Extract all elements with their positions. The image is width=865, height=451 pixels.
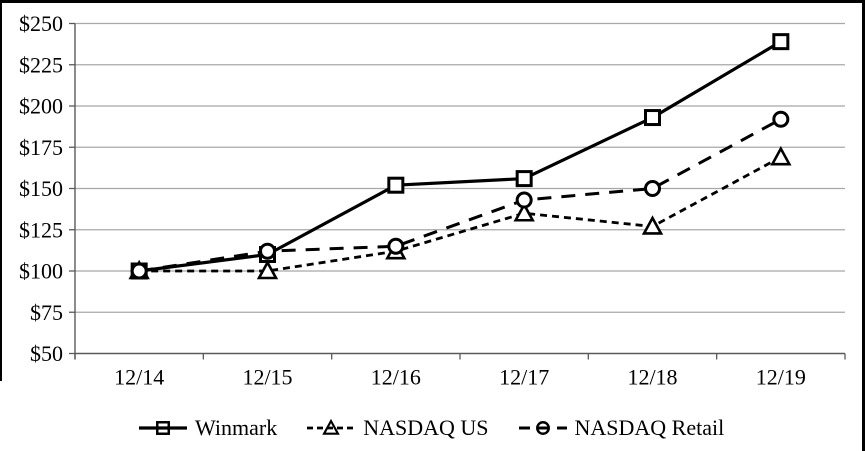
- triangle-marker-icon: [770, 145, 792, 166]
- y-axis-label: $150: [19, 176, 63, 201]
- circle-marker-icon: [518, 421, 567, 435]
- series-line-triangle: [139, 155, 782, 273]
- circle-marker-icon: [387, 237, 405, 255]
- legend-item-winmark: Winmark: [138, 417, 277, 439]
- legend-label-winmark: Winmark: [195, 415, 278, 440]
- square-marker-icon: [515, 170, 533, 188]
- x-axis-label: 12/16: [371, 365, 421, 390]
- circle-marker-icon: [644, 180, 661, 197]
- frame-border-top: [0, 0, 865, 3]
- triangle-marker-icon: [513, 202, 535, 222]
- square-marker-icon: [387, 176, 405, 194]
- series-line-square: [138, 40, 782, 273]
- frame-border-right: [862, 0, 865, 451]
- x-axis-label: 12/18: [627, 365, 677, 390]
- y-axis-label: $175: [19, 135, 63, 160]
- y-axis-label: $200: [19, 94, 63, 119]
- legend-item-nasdaq-us: NASDAQ US: [306, 415, 489, 440]
- square-marker-icon: [139, 421, 187, 435]
- square-marker-icon: [772, 33, 790, 51]
- circle-marker-icon: [515, 191, 533, 209]
- y-axis-label: $125: [19, 217, 63, 242]
- triangle-marker-icon: [641, 215, 664, 235]
- circle-marker-icon: [772, 110, 790, 128]
- x-axis-label: 12/14: [114, 365, 164, 390]
- y-axis-label: $75: [30, 300, 63, 325]
- legend-item-nasdaq-retail: NASDAQ Retail: [518, 415, 725, 440]
- x-axis-label: 12/17: [499, 365, 549, 390]
- legend-label-nasdaq-retail: NASDAQ Retail: [574, 415, 725, 440]
- x-axis-label: 12/19: [756, 365, 806, 390]
- y-axis-label: $225: [19, 52, 63, 77]
- y-axis-label: $250: [19, 11, 63, 36]
- triangle-marker-icon: [256, 259, 279, 280]
- legend-label-nasdaq-us: NASDAQ US: [363, 415, 489, 440]
- x-axis-label: 12/15: [242, 365, 292, 390]
- circle-marker-icon: [259, 242, 276, 260]
- y-axis-label: $100: [19, 259, 63, 284]
- triangle-marker-icon: [307, 418, 356, 435]
- frame-border-left: [0, 0, 2, 381]
- series-line-circle: [138, 117, 782, 273]
- y-axis-label: $50: [30, 341, 63, 366]
- legend: Winmark NASDAQ US NASDAQ Retail: [138, 412, 724, 444]
- circle-marker-icon: [130, 262, 148, 280]
- square-marker-icon: [644, 109, 661, 127]
